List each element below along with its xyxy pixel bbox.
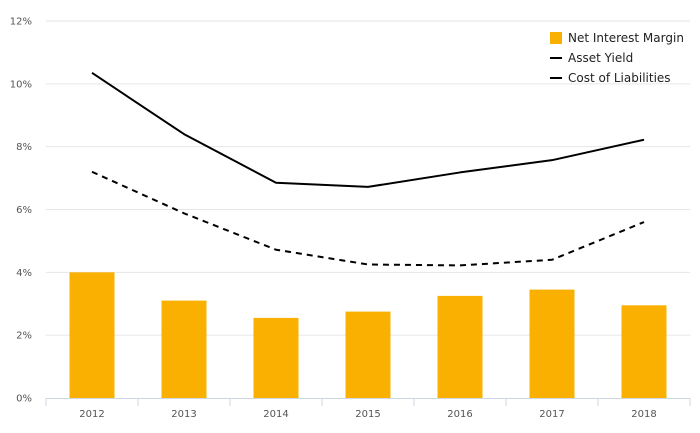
bar bbox=[621, 305, 667, 398]
x-axis: 2012 2013 2014 2015 2016 2017 2018 bbox=[45, 398, 691, 420]
legend-swatch-solid-line bbox=[550, 57, 562, 59]
legend-label: Asset Yield bbox=[568, 51, 634, 65]
bar-series-net-interest-margin bbox=[69, 272, 667, 398]
x-tick-label: 2017 bbox=[539, 409, 564, 420]
legend-item-cost-of-liabilities: Cost of Liabilities bbox=[550, 68, 684, 88]
legend-label: Net Interest Margin bbox=[568, 31, 684, 45]
legend: Net Interest Margin Asset Yield Cost of … bbox=[550, 28, 684, 88]
legend-swatch-bar bbox=[550, 32, 562, 44]
legend-item-asset-yield: Asset Yield bbox=[550, 48, 684, 68]
bar bbox=[437, 295, 483, 398]
bar bbox=[345, 311, 391, 398]
x-tick-label: 2018 bbox=[631, 409, 656, 420]
y-tick-label: 2% bbox=[16, 331, 32, 342]
legend-label: Cost of Liabilities bbox=[568, 71, 671, 85]
line-cost-of-liabilities bbox=[91, 170, 645, 267]
bar bbox=[69, 272, 115, 398]
x-tick-label: 2015 bbox=[355, 409, 380, 420]
y-tick-label: 8% bbox=[16, 142, 32, 153]
line-series bbox=[91, 72, 645, 267]
y-tick-label: 6% bbox=[16, 205, 32, 216]
x-tick-label: 2014 bbox=[263, 409, 288, 420]
x-tick-label: 2016 bbox=[447, 409, 472, 420]
y-tick-label: 10% bbox=[10, 79, 32, 90]
y-tick-label: 4% bbox=[16, 268, 32, 279]
line-asset-yield bbox=[91, 72, 645, 188]
gridlines bbox=[46, 20, 690, 336]
bar bbox=[253, 317, 299, 398]
y-tick-label: 12% bbox=[10, 17, 32, 28]
x-tick-label: 2012 bbox=[79, 409, 104, 420]
y-axis: 0% 2% 4% 6% 8% 10% 12% bbox=[10, 17, 32, 405]
bar bbox=[161, 300, 207, 398]
bar bbox=[529, 289, 575, 398]
legend-item-net-interest-margin: Net Interest Margin bbox=[550, 28, 684, 48]
x-tick-label: 2013 bbox=[171, 409, 196, 420]
legend-swatch-dashed-line bbox=[550, 77, 562, 79]
y-tick-label: 0% bbox=[16, 394, 32, 405]
